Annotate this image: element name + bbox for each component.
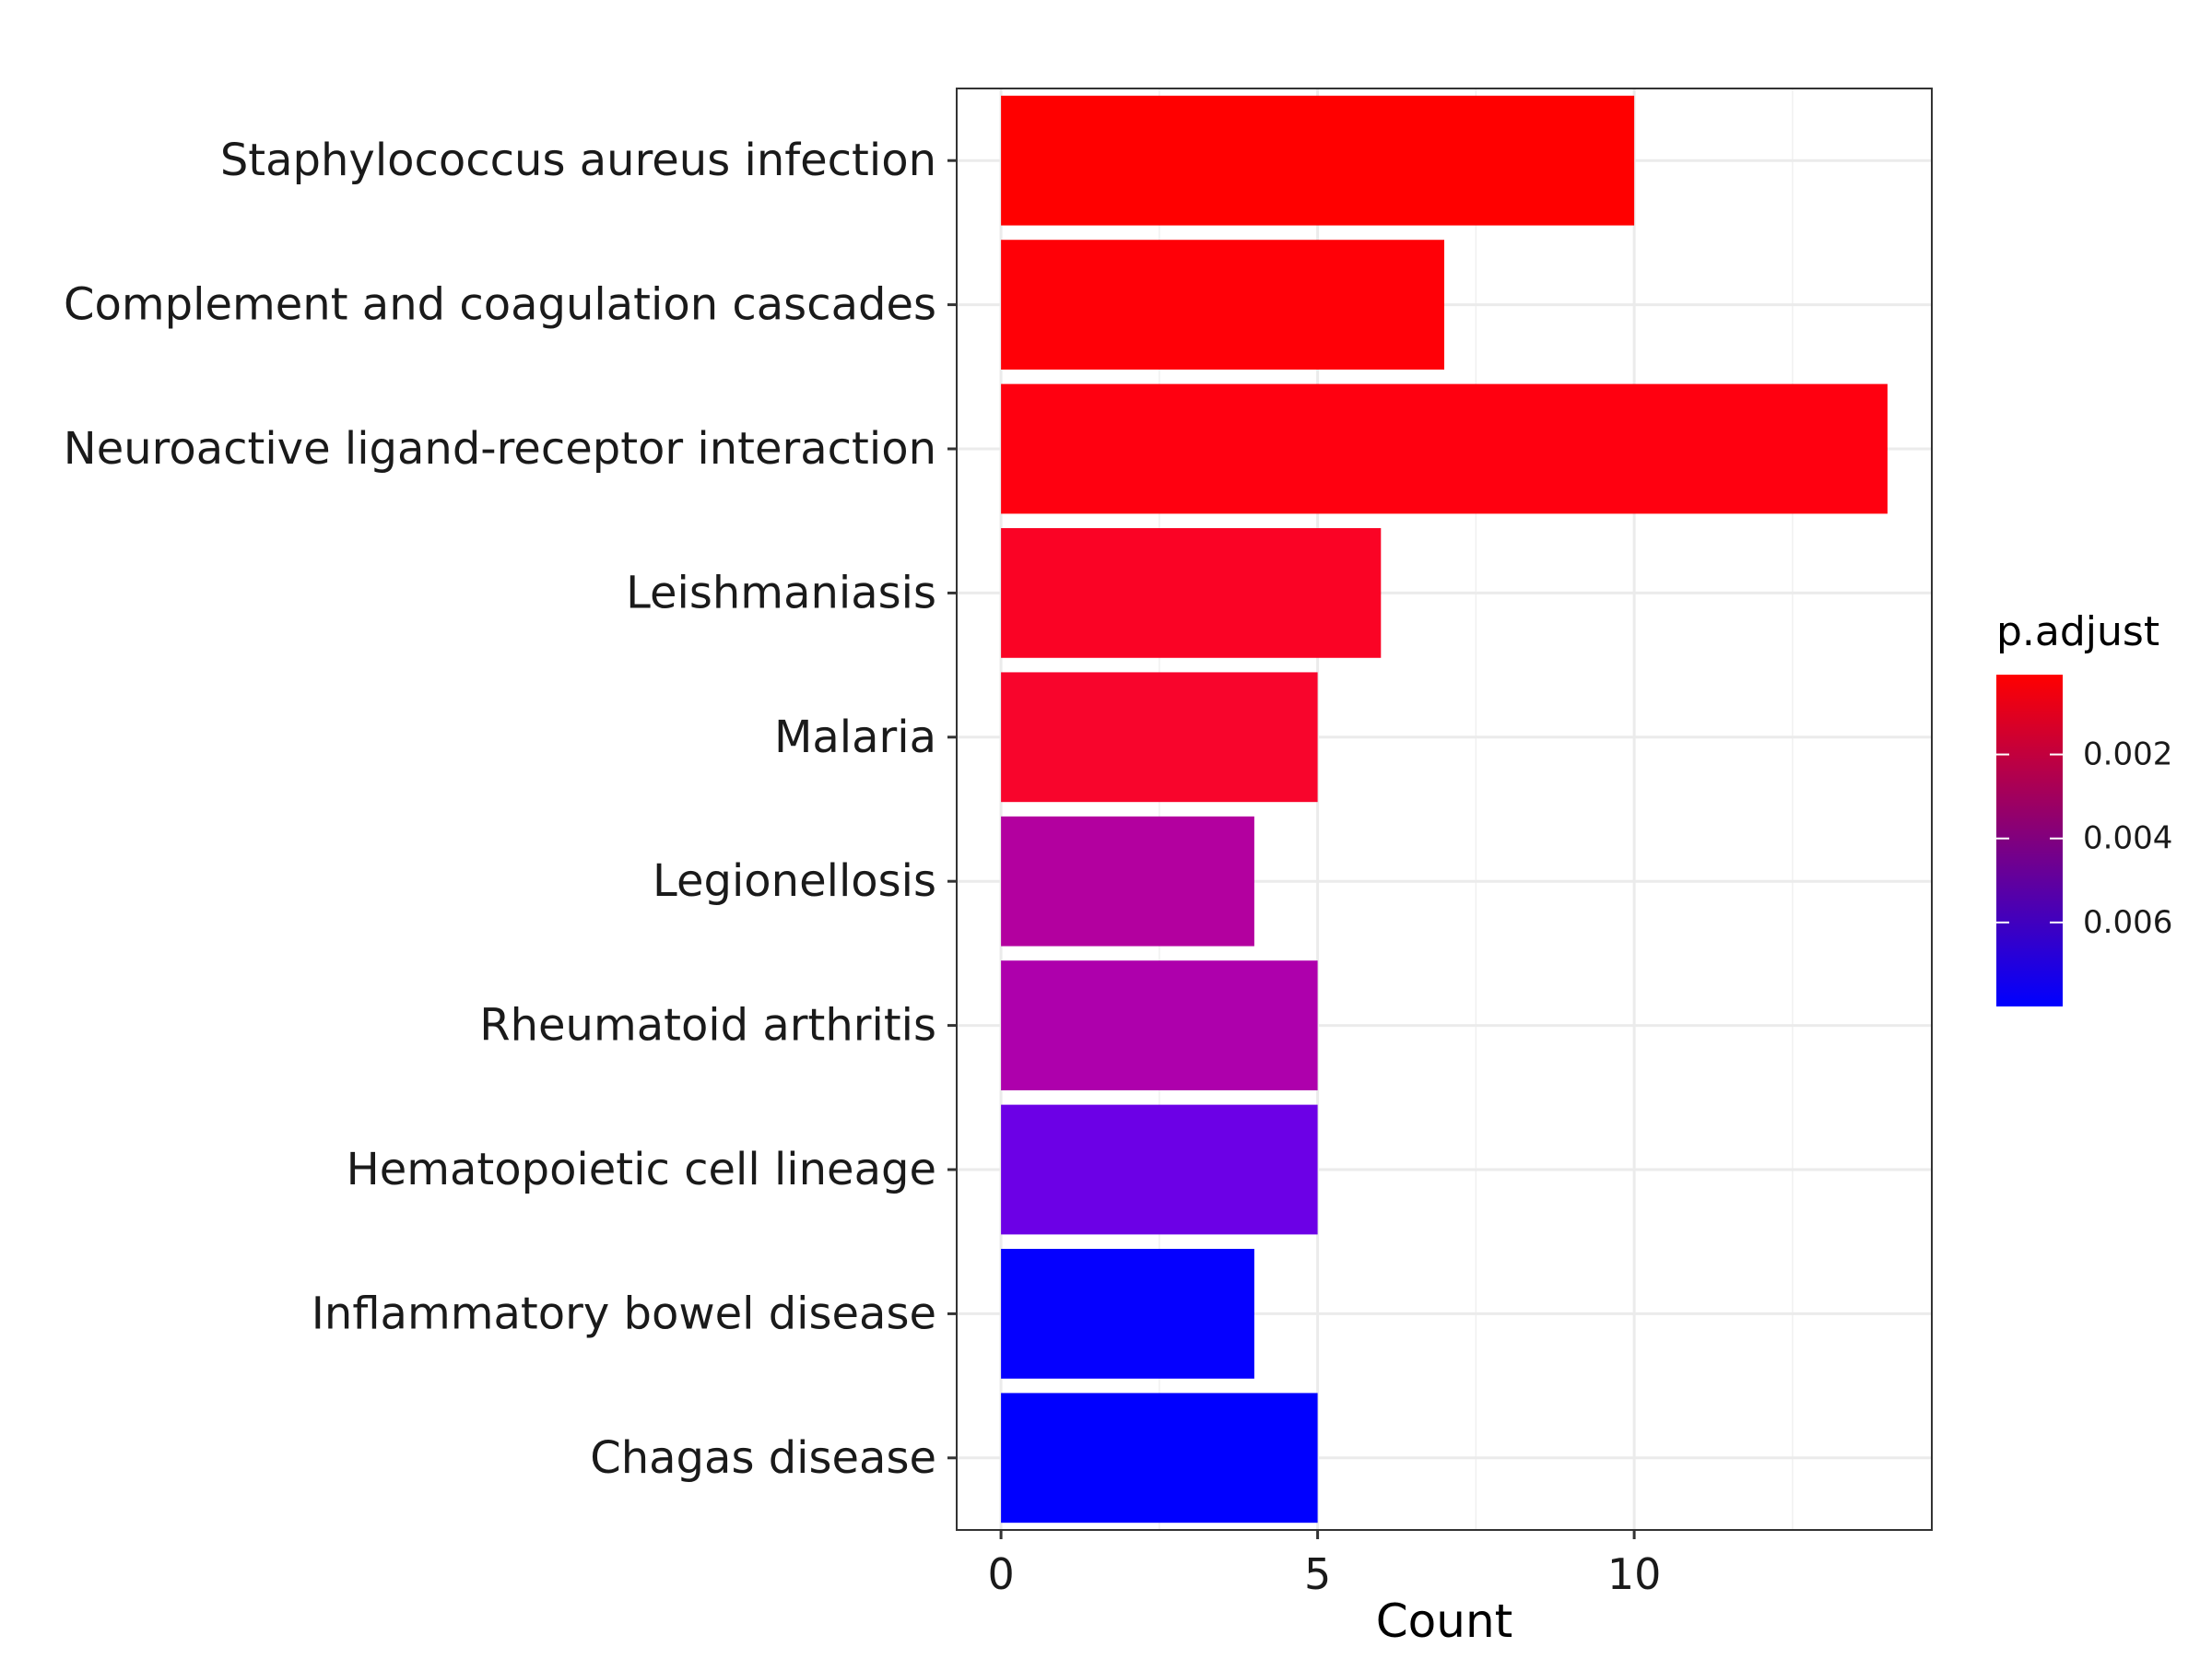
legend-ticks: 0.002 0.004 0.006 bbox=[1996, 736, 2172, 941]
bar bbox=[1001, 1249, 1254, 1379]
bar bbox=[1001, 960, 1318, 1090]
y-axis: Staphylococcus aureus infection Complemen… bbox=[64, 135, 957, 1484]
x-tick-label: 10 bbox=[1607, 1549, 1662, 1599]
legend-title: p.adjust bbox=[1996, 608, 2159, 655]
bar bbox=[1001, 383, 1888, 514]
x-tick-label: 0 bbox=[987, 1549, 1014, 1599]
legend-tick-label: 0.006 bbox=[2083, 904, 2172, 941]
bar bbox=[1001, 816, 1254, 947]
bars bbox=[1001, 95, 1888, 1524]
bar bbox=[1001, 240, 1444, 370]
x-axis: 0 5 10 bbox=[987, 1530, 1661, 1599]
bar bbox=[1001, 528, 1382, 658]
x-axis-title: Count bbox=[1376, 1594, 1513, 1648]
y-tick-label: Rheumatoid arthritis bbox=[479, 1000, 936, 1052]
bar bbox=[1001, 1393, 1318, 1524]
y-tick-label: Leishmaniasis bbox=[626, 567, 936, 618]
y-tick-label: Malaria bbox=[774, 712, 936, 763]
legend-tick-label: 0.004 bbox=[2083, 820, 2172, 857]
x-tick-label: 5 bbox=[1304, 1549, 1331, 1599]
bar bbox=[1001, 95, 1635, 226]
legend-colorbar bbox=[1996, 675, 2063, 1006]
y-tick-label: Neuroactive ligand-receptor interaction bbox=[64, 423, 936, 475]
y-tick-label: Inflammatory bowel disease bbox=[312, 1288, 936, 1339]
y-tick-label: Staphylococcus aureus infection bbox=[220, 135, 936, 186]
plot-panel-border bbox=[956, 88, 1933, 1531]
y-tick-label: Complement and coagulation cascades bbox=[64, 279, 936, 331]
bar bbox=[1001, 672, 1318, 803]
y-tick-label: Chagas disease bbox=[590, 1432, 936, 1484]
y-tick-label: Hematopoietic cell lineage bbox=[347, 1144, 936, 1195]
bar bbox=[1001, 1104, 1318, 1235]
legend: p.adjust 0.002 0.004 0.006 bbox=[1996, 608, 2172, 1006]
legend-tick-label: 0.002 bbox=[2083, 736, 2172, 773]
y-tick-label: Legionellosis bbox=[653, 855, 936, 907]
